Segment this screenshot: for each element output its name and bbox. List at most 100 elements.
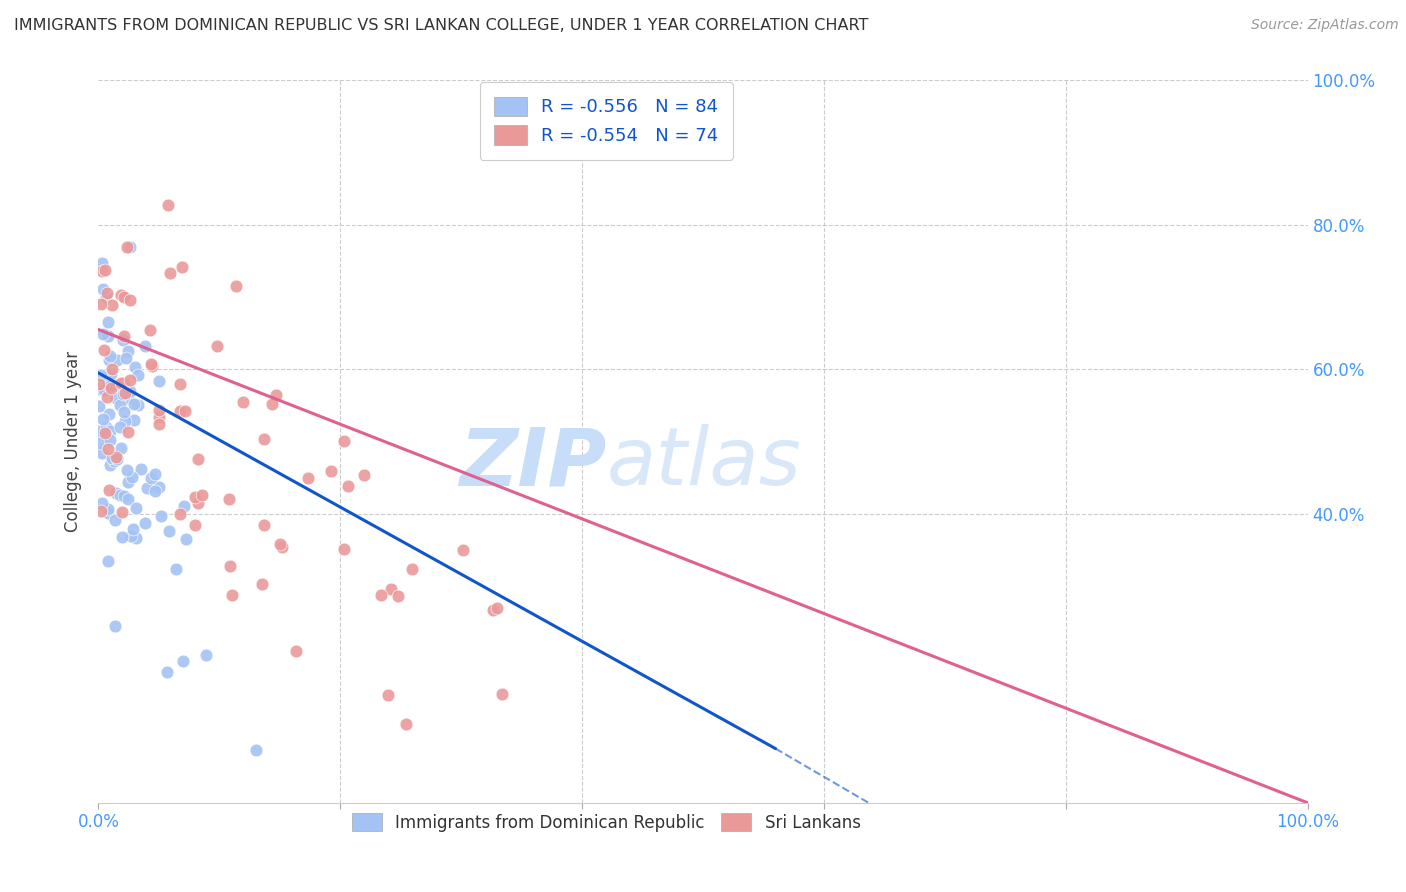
Point [118, 373, 141, 387]
Point [453, 543, 475, 558]
Point [184, 518, 207, 533]
Point [173, 500, 195, 514]
Point [174, 404, 197, 418]
Point [218, 492, 240, 507]
Point [105, 353, 128, 368]
Point [115, 463, 138, 477]
Point [87, 383, 110, 397]
Point [97, 442, 120, 456]
Point [125, 500, 148, 515]
Point [101, 361, 124, 376]
Y-axis label: College, Under 1 year: College, Under 1 year [65, 351, 83, 533]
Point [96, 377, 118, 392]
Point [111, 530, 134, 544]
Point [117, 475, 139, 489]
Point [97, 315, 120, 329]
Point [395, 717, 418, 731]
Point [122, 522, 145, 536]
Point [112, 376, 135, 390]
Point [112, 329, 135, 343]
Point [225, 278, 247, 293]
Point [105, 378, 128, 392]
Point [401, 562, 423, 576]
Point [98, 407, 121, 421]
Point [110, 288, 132, 302]
Point [321, 464, 343, 478]
Point [90, 264, 112, 278]
Point [100, 450, 122, 465]
Point [156, 665, 179, 680]
Point [120, 293, 142, 308]
Point [370, 588, 392, 602]
Point [98, 424, 121, 438]
Point [110, 441, 132, 455]
Point [176, 532, 198, 546]
Point [187, 452, 209, 467]
Point [486, 600, 509, 615]
Point [100, 367, 122, 381]
Point [104, 392, 127, 406]
Point [253, 518, 276, 533]
Point [120, 528, 142, 542]
Point [333, 434, 356, 449]
Point [297, 471, 319, 485]
Point [136, 481, 159, 495]
Point [250, 577, 273, 591]
Point [134, 339, 156, 353]
Point [159, 266, 181, 280]
Point [169, 508, 191, 522]
Point [93, 384, 115, 398]
Text: atlas: atlas [606, 425, 801, 502]
Point [97, 328, 120, 343]
Point [271, 541, 294, 555]
Point [124, 359, 146, 374]
Point [110, 505, 132, 519]
Point [114, 385, 136, 400]
Point [98, 458, 121, 473]
Point [141, 359, 163, 374]
Point [97, 501, 120, 516]
Point [104, 486, 127, 500]
Point [101, 297, 124, 311]
Point [114, 404, 136, 418]
Point [491, 687, 513, 701]
Point [377, 688, 399, 702]
Point [90, 445, 112, 459]
Point [97, 506, 120, 520]
Point [105, 450, 128, 464]
Point [139, 470, 162, 484]
Point [90, 368, 112, 383]
Point [205, 339, 228, 353]
Point [134, 516, 156, 530]
Point [148, 409, 170, 424]
Point [141, 357, 163, 371]
Point [94, 420, 117, 434]
Point [253, 433, 276, 447]
Point [387, 590, 409, 604]
Point [91, 495, 114, 509]
Text: IMMIGRANTS FROM DOMINICAN REPUBLIC VS SRI LANKAN COLLEGE, UNDER 1 YEAR CORRELATI: IMMIGRANTS FROM DOMINICAN REPUBLIC VS SR… [14, 18, 869, 33]
Text: ZIP: ZIP [458, 425, 606, 502]
Point [91, 411, 114, 425]
Point [115, 240, 138, 254]
Point [194, 648, 217, 662]
Point [118, 240, 141, 254]
Point [186, 496, 208, 510]
Point [94, 290, 117, 304]
Point [148, 417, 170, 431]
Point [157, 524, 180, 539]
Point [103, 454, 125, 468]
Point [108, 488, 131, 502]
Point [169, 376, 191, 391]
Point [118, 384, 141, 398]
Point [143, 467, 166, 481]
Point [96, 428, 118, 442]
Point [143, 483, 166, 498]
Point [232, 394, 254, 409]
Point [169, 404, 191, 418]
Point [89, 436, 111, 450]
Point [96, 554, 118, 568]
Point [93, 326, 115, 341]
Point [221, 588, 243, 602]
Point [191, 488, 214, 502]
